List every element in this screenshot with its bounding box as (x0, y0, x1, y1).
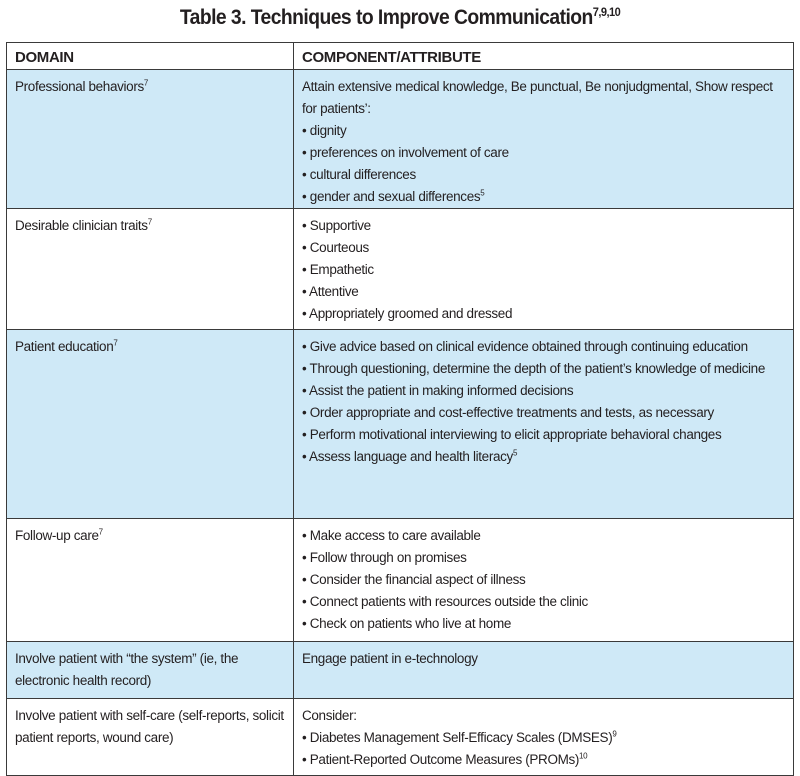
list-item: Attentive (302, 281, 785, 303)
domain-cell: Patient education7 (6, 329, 294, 519)
component-list: Diabetes Management Self-Efficacy Scales… (302, 727, 785, 771)
list-item: Perform motivational interviewing to eli… (302, 424, 785, 446)
domain-cell: Follow-up care7 (6, 518, 294, 642)
column-header-domain: DOMAIN (6, 42, 294, 70)
table-row: Patient education7 Give advice based on c… (6, 329, 794, 519)
table-row: Involve patient with “the system” (ie, t… (6, 641, 794, 699)
component-cell: SupportiveCourteousEmpatheticAttentiveAp… (293, 208, 794, 330)
list-item: Supportive (302, 215, 785, 237)
domain-cell: Desirable clinician traits7 (6, 208, 294, 330)
component-cell: Consider: Diabetes Management Self-Effica… (293, 698, 794, 776)
list-item: Patient-Reported Outcome Measures (PROMs… (302, 749, 785, 771)
component-list: Give advice based on clinical evidence o… (302, 336, 785, 468)
component-intro: Engage patient in e-technology (302, 651, 478, 666)
list-item: Check on patients who live at home (302, 613, 785, 635)
table-row: Involve patient with self-care (self-rep… (6, 698, 794, 776)
component-intro: Consider: (302, 708, 357, 723)
header-row: DOMAIN COMPONENT/ATTRIBUTE (6, 42, 794, 70)
component-cell: Give advice based on clinical evidence o… (293, 329, 794, 519)
list-item: Empathetic (302, 259, 785, 281)
domain-cell: Professional behaviors7 (6, 69, 294, 209)
list-item: Appropriately groomed and dressed (302, 303, 785, 325)
list-item: cultural differences (302, 164, 785, 186)
communication-techniques-table: DOMAIN COMPONENT/ATTRIBUTE Professional … (6, 42, 794, 776)
table-row: Desirable clinician traits7SupportiveCou… (6, 208, 794, 330)
component-cell: Attain extensive medical knowledge, Be p… (293, 69, 794, 209)
list-item: gender and sexual differences5 (302, 186, 785, 208)
list-item: Assist the patient in making informed de… (302, 380, 785, 402)
list-item: dignity (302, 120, 785, 142)
list-item: Assess language and health literacy5 (302, 446, 785, 468)
table-row: Follow-up care7Make access to care avail… (6, 518, 794, 642)
list-item: Through questioning, determine the depth… (302, 358, 785, 380)
list-item: Consider the financial aspect of illness (302, 569, 785, 591)
domain-cell: Involve patient with “the system” (ie, t… (6, 641, 294, 699)
list-item: preferences on involvement of care (302, 142, 785, 164)
domain-cell: Involve patient with self-care (self-rep… (6, 698, 294, 776)
column-header-component: COMPONENT/ATTRIBUTE (293, 42, 794, 70)
list-item: Give advice based on clinical evidence o… (302, 336, 785, 358)
list-item: Make access to care available (302, 525, 785, 547)
list-item: Courteous (302, 237, 785, 259)
component-cell: Make access to care availableFollow thro… (293, 518, 794, 642)
list-item: Connect patients with resources outside … (302, 591, 785, 613)
component-cell: Engage patient in e-technology (293, 641, 794, 699)
component-list: SupportiveCourteousEmpatheticAttentiveAp… (302, 215, 785, 325)
component-list: dignitypreferences on involvement of car… (302, 120, 785, 208)
list-item: Order appropriate and cost-effective tre… (302, 402, 785, 424)
component-list: Make access to care availableFollow thro… (302, 525, 785, 635)
table-row: Professional behaviors7 Attain extensive … (6, 69, 794, 209)
list-item: Follow through on promises (302, 547, 785, 569)
list-item: Diabetes Management Self-Efficacy Scales… (302, 727, 785, 749)
component-intro: Attain extensive medical knowledge, Be p… (302, 79, 773, 116)
table-title: Table 3. Techniques to Improve Communica… (179, 5, 621, 29)
